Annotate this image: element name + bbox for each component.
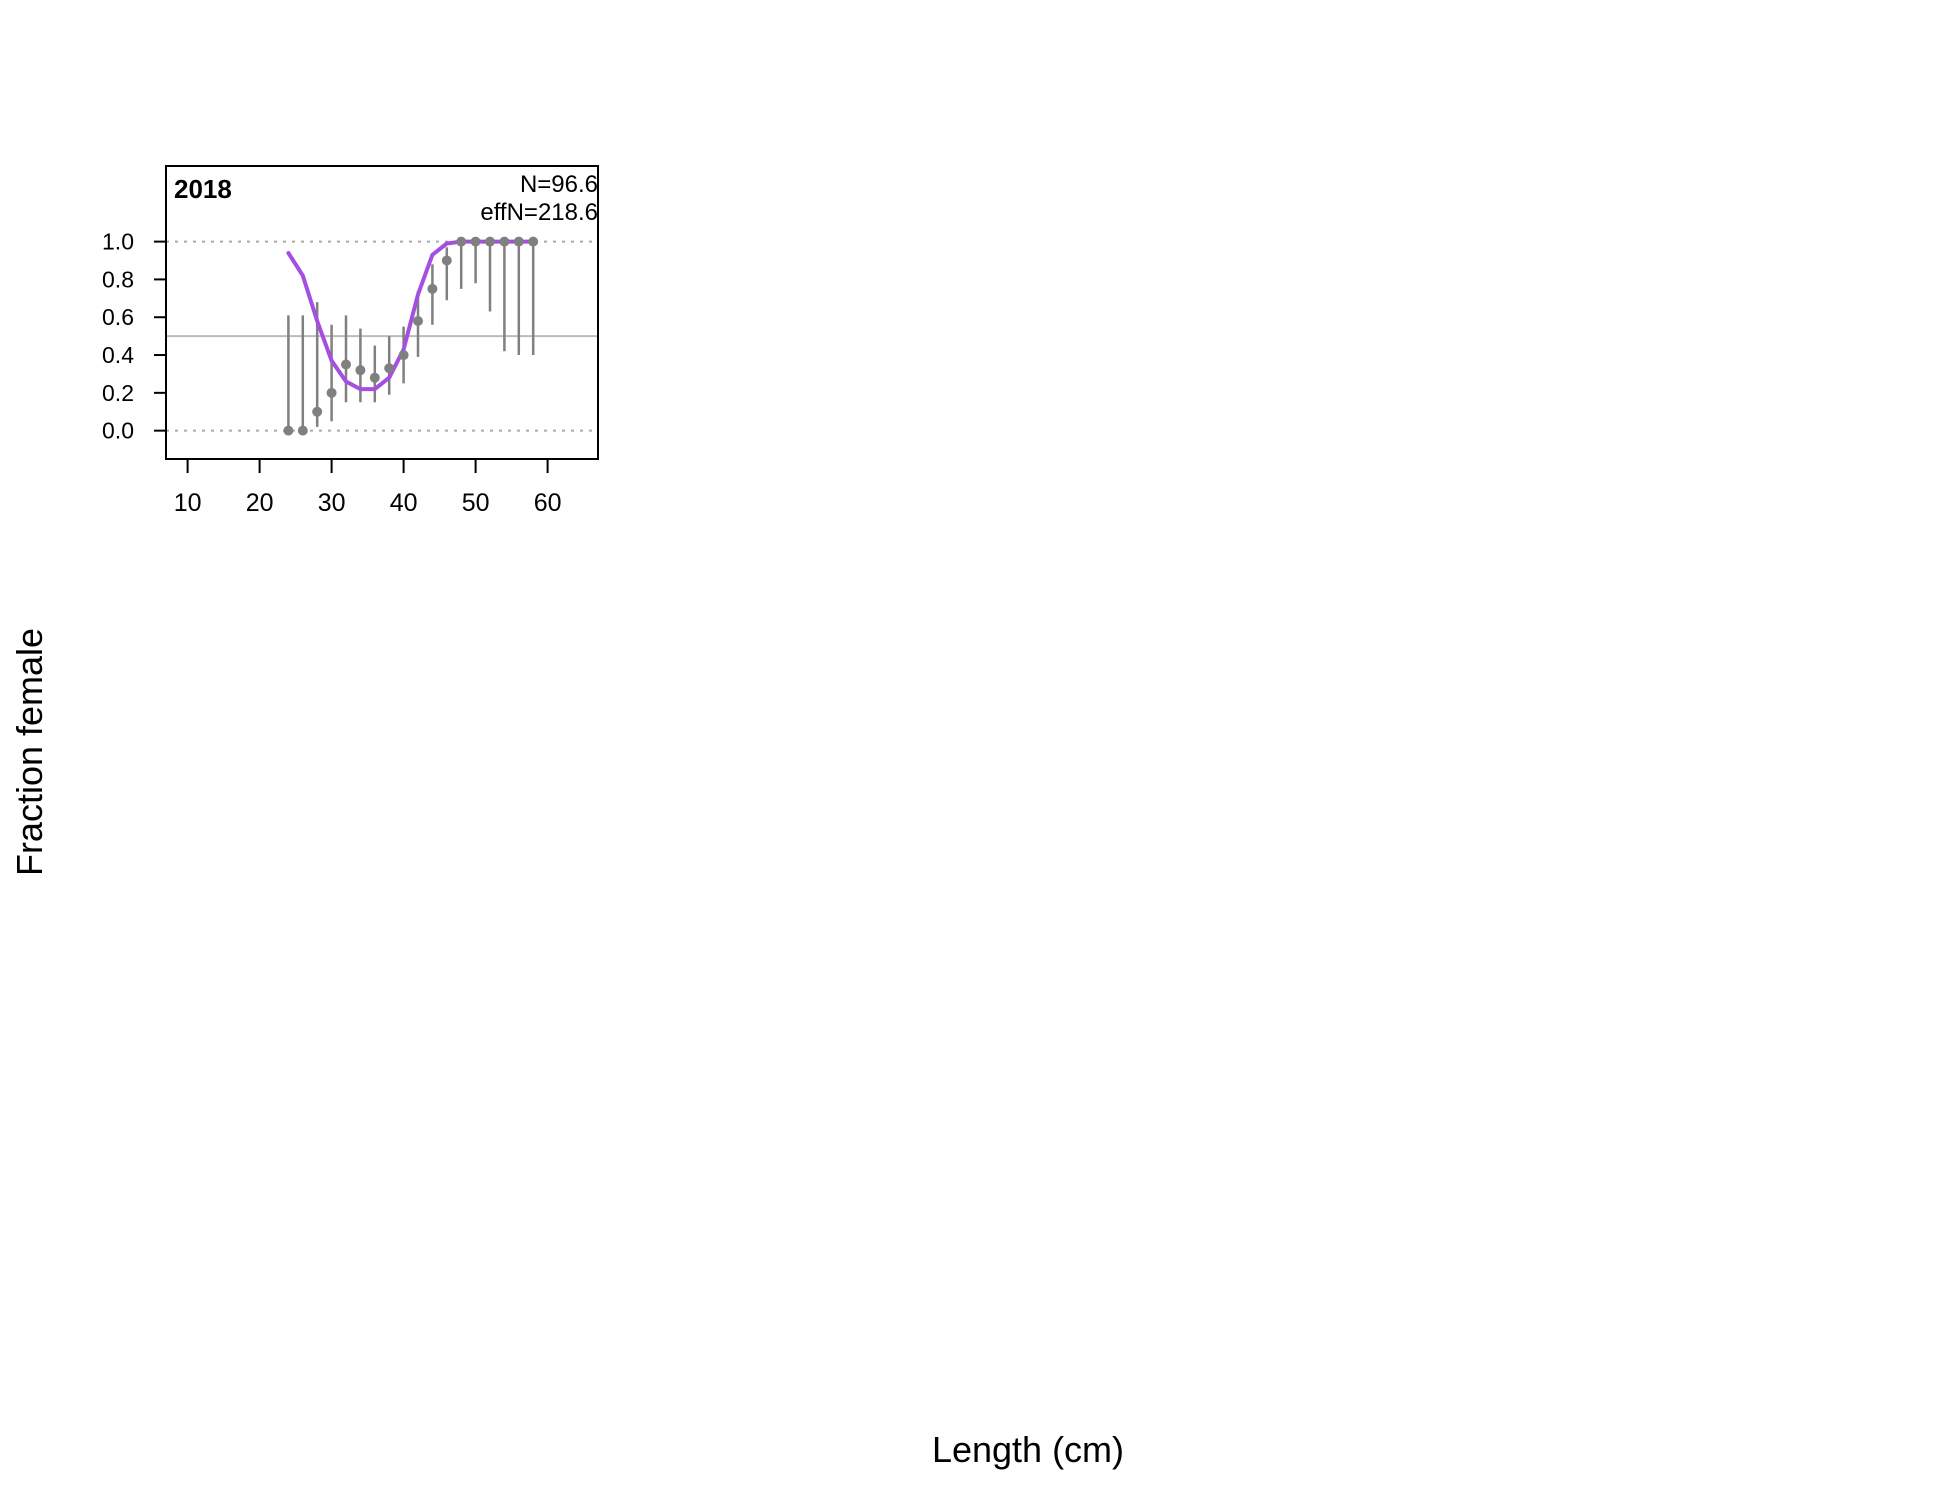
x-tick-label: 10 xyxy=(174,489,202,517)
observed-points xyxy=(283,236,539,436)
x-axis: 10 20 30 40 50 60 xyxy=(174,459,562,517)
y-axis: 0.0 0.2 0.4 0.6 0.8 1.0 xyxy=(102,229,166,444)
observed-point xyxy=(341,359,351,370)
observed-point xyxy=(384,363,395,374)
observed-point xyxy=(528,236,539,247)
x-tick-label: 40 xyxy=(390,489,418,517)
observed-point xyxy=(456,236,467,247)
y-tick-label: 1.0 xyxy=(102,229,134,255)
y-tick-label: 0.0 xyxy=(102,418,134,444)
x-tick-label: 20 xyxy=(246,489,274,517)
x-axis-title: Length (cm) xyxy=(932,1429,1124,1470)
annotation-effn: effN=218.6 xyxy=(480,199,598,226)
y-axis-title: Fraction female xyxy=(9,628,50,876)
observed-point xyxy=(499,236,510,247)
observed-point xyxy=(513,236,524,247)
x-tick-label: 30 xyxy=(318,489,346,517)
y-tick-label: 0.4 xyxy=(102,342,134,368)
annotation-n: N=96.6 xyxy=(520,171,598,198)
panel-2018: 0.0 0.2 0.4 0.6 0.8 1.0 10 20 30 40 50 60 2018 N=9… xyxy=(102,165,599,517)
observed-point xyxy=(283,425,294,436)
observed-point xyxy=(312,406,323,417)
y-tick-label: 0.8 xyxy=(102,266,134,292)
observed-point xyxy=(326,387,337,398)
observed-point xyxy=(485,236,495,247)
observed-point xyxy=(369,372,380,383)
y-tick-label: 0.2 xyxy=(102,380,134,406)
observed-point xyxy=(413,316,423,327)
x-tick-label: 60 xyxy=(534,489,562,517)
panel-label: 2018 xyxy=(174,174,232,204)
observed-point xyxy=(470,236,481,247)
observed-point xyxy=(441,255,452,266)
plot-frame xyxy=(165,165,599,460)
observed-point xyxy=(355,365,366,376)
observed-point xyxy=(297,425,308,436)
x-tick-label: 50 xyxy=(462,489,490,517)
observed-point xyxy=(427,283,438,294)
observed-point xyxy=(398,350,409,361)
y-tick-label: 0.6 xyxy=(102,304,134,330)
